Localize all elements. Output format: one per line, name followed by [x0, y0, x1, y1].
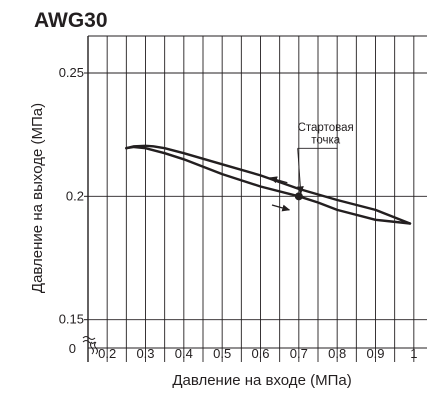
x-axis-label: Давление на входе (МПа) [172, 372, 351, 389]
start-point-marker [294, 192, 303, 201]
x-tick-label: 0.8 [328, 346, 346, 361]
direction-arrow-2 [271, 204, 291, 212]
x-tick-label: 0.9 [366, 346, 384, 361]
y-axis-label: Давление на выходе (МПа) [29, 103, 46, 293]
x-tick-label: 0.6 [251, 346, 269, 361]
y-axis-break-icon [82, 336, 96, 344]
y-zero-label: 0 [69, 341, 76, 356]
x-tick-label: 0.3 [136, 346, 154, 361]
x-tick-label: 0.2 [98, 346, 116, 361]
direction-arrow-1 [269, 176, 288, 184]
y-tick-label: 0.15 [59, 312, 84, 327]
series-line-2 [125, 145, 412, 225]
annotation-pointer [296, 148, 304, 195]
y-tick-label: 0.25 [59, 65, 84, 80]
x-tick-label: 0.5 [213, 346, 231, 361]
annotation-text-1: Стартовая [298, 122, 354, 134]
annotation-text-2: точка [311, 134, 341, 146]
y-tick-label: 0.2 [66, 188, 84, 203]
series-line-1 [125, 144, 412, 225]
x-tick-label: 0.4 [175, 346, 193, 361]
chart-title: AWG30 [34, 9, 108, 32]
x-tick-label: 0.7 [290, 346, 308, 361]
x-tick-label: 1 [410, 346, 417, 361]
x-axis-break-icon [90, 341, 98, 355]
